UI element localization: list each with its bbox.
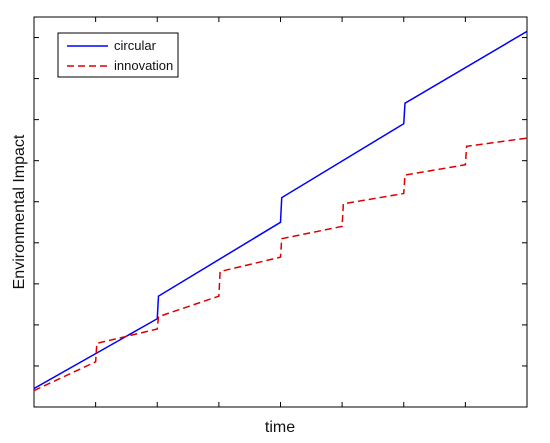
legend-label-innovation: innovation: [114, 58, 173, 73]
series-line-innovation: [33, 137, 528, 392]
series-layer: [33, 30, 528, 392]
legend-label-circular: circular: [114, 38, 157, 53]
series-line-circular: [33, 30, 528, 390]
y-axis-label: Environmental Impact: [11, 134, 28, 289]
x-axis-label: time: [265, 419, 295, 436]
legend: circular innovation: [57, 32, 179, 78]
axis-ticks: [34, 17, 527, 407]
legend-box: [57, 32, 179, 78]
